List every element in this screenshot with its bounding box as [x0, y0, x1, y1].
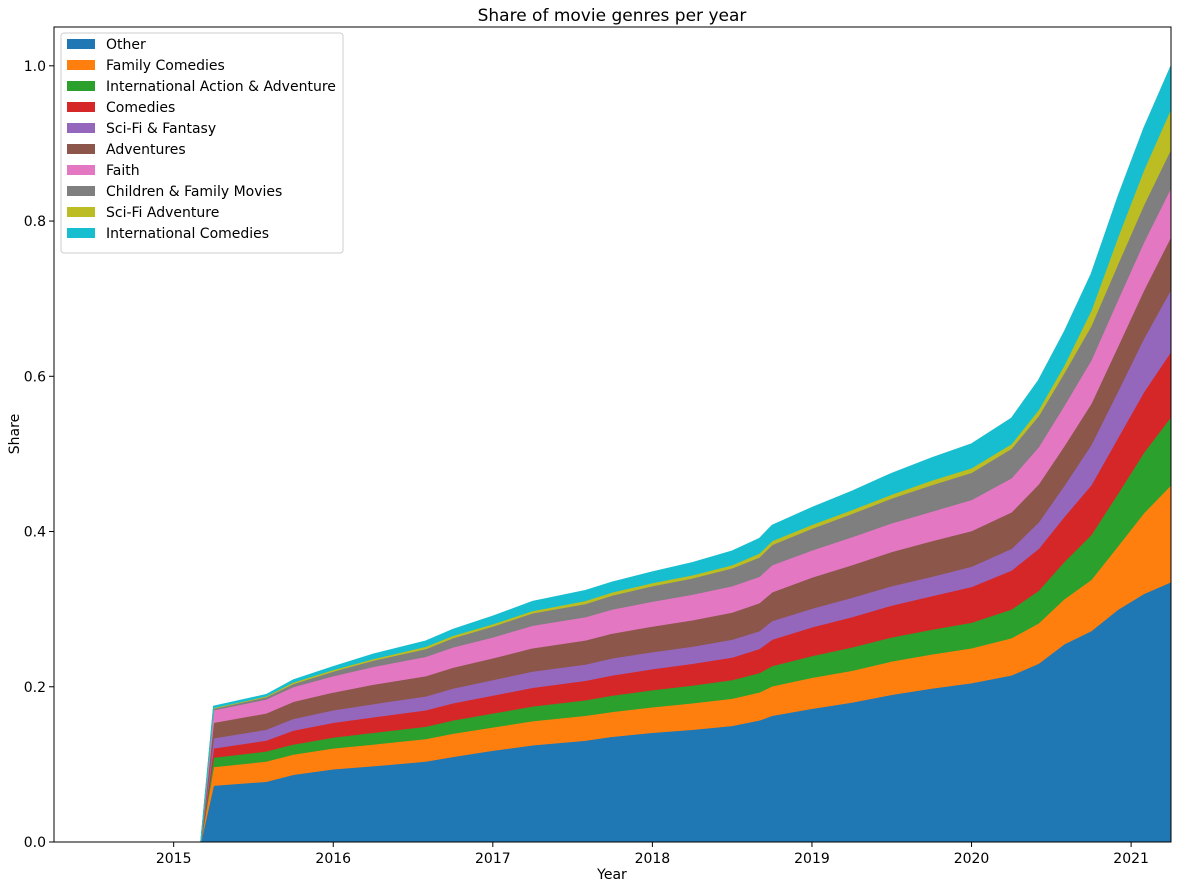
x-tick-label: 2020: [954, 851, 990, 867]
legend-swatch: [67, 81, 95, 91]
legend-swatch: [67, 207, 95, 217]
legend-box: [60, 32, 344, 254]
legend-label: Other: [106, 37, 146, 53]
legend-label: Sci-Fi Adventure: [106, 205, 219, 221]
legend-swatch: [67, 39, 95, 49]
legend-swatch: [67, 186, 95, 196]
legend: Other Family Comedies International Action…: [60, 32, 344, 254]
legend-label: Sci-Fi & Fantasy: [106, 121, 216, 137]
y-axis-title: Share: [7, 414, 23, 454]
y-tick-label: 0.6: [24, 369, 46, 385]
legend-swatch: [67, 123, 95, 133]
legend-swatch: [67, 165, 95, 175]
y-tick-label: 0.2: [24, 680, 46, 696]
legend-label: International Action & Adventure: [106, 79, 336, 95]
x-tick-label: 2017: [475, 851, 511, 867]
legend-swatch: [67, 60, 95, 70]
plot-frame: [53, 26, 1172, 843]
y-tick-label: 0.0: [24, 835, 46, 851]
x-tick-label: 2019: [794, 851, 830, 867]
legend-label: Faith: [106, 163, 140, 179]
x-axis: 2015 2016 2017 2018 2019 2020 2021: [156, 842, 1149, 867]
legend-swatch: [67, 228, 95, 238]
legend-label: International Comedies: [106, 226, 269, 242]
y-tick-label: 1.0: [24, 59, 46, 75]
legend-swatch: [67, 102, 95, 112]
x-tick-label: 2015: [156, 851, 192, 867]
x-tick-label: 2018: [635, 851, 671, 867]
x-tick-label: 2021: [1113, 851, 1149, 867]
legend-label: Children & Family Movies: [106, 184, 282, 200]
y-axis: 0.0 0.2 0.4 0.6 0.8 1.0: [24, 59, 54, 851]
legend-label: Family Comedies: [106, 58, 225, 74]
x-tick-label: 2016: [315, 851, 351, 867]
chart-title: Share of movie genres per year: [478, 6, 747, 26]
y-tick-label: 0.4: [24, 525, 46, 541]
legend-label: Adventures: [106, 142, 186, 158]
y-tick-label: 0.8: [24, 214, 46, 230]
x-axis-title: Year: [596, 867, 627, 883]
legend-swatch: [67, 144, 95, 154]
legend-label: Comedies: [106, 100, 175, 116]
